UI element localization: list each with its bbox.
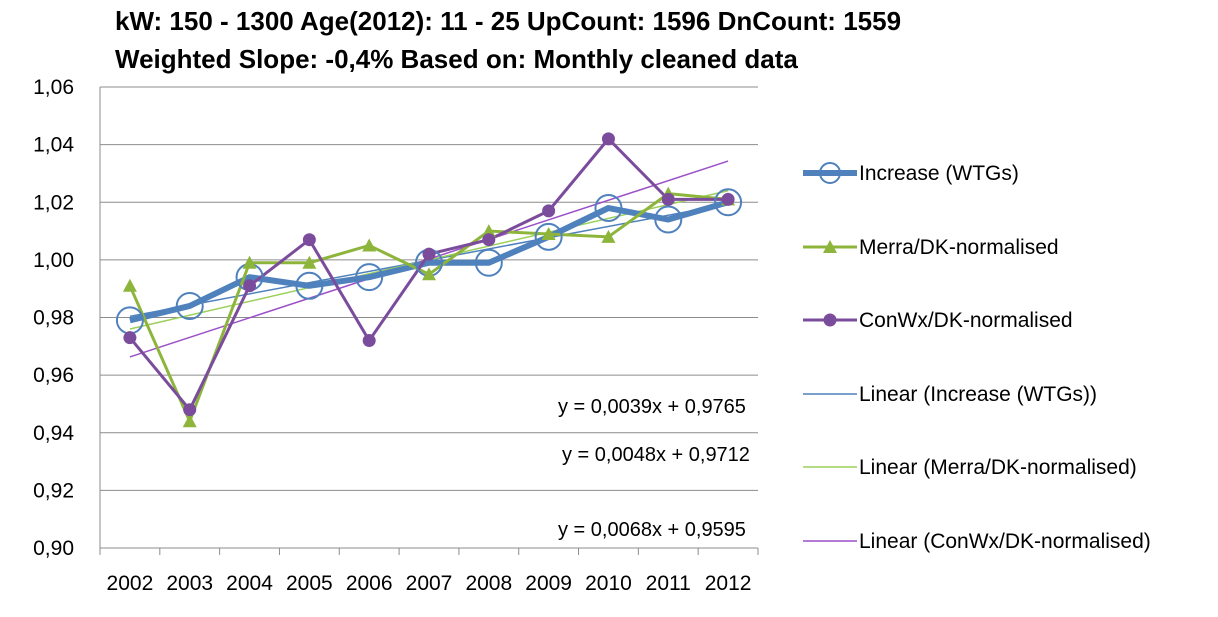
x-tick-label: 2005: [286, 572, 333, 595]
series-line: [129, 199, 729, 324]
data-point: [362, 238, 377, 252]
x-tick-label: 2003: [166, 572, 213, 595]
legend-label: Merra/DK-normalised: [859, 236, 1059, 259]
y-tick-label: 0,98: [33, 307, 74, 330]
y-tick-label: 0,92: [33, 479, 74, 502]
x-tick-label: 2004: [226, 572, 273, 595]
data-point: [362, 334, 376, 348]
x-tick-label: 2007: [406, 572, 453, 595]
x-tick-label: 2008: [465, 572, 512, 595]
legend-label: Linear (Merra/DK-normalised): [859, 456, 1137, 479]
data-point: [474, 248, 503, 277]
y-tick-label: 0,94: [33, 422, 74, 445]
legend-swatch-marker: [823, 313, 837, 327]
x-tick-label: 2012: [705, 572, 752, 595]
data-point: [355, 263, 384, 292]
data-point: [481, 224, 496, 238]
legend-label: Increase (WTGs): [859, 162, 1019, 185]
trend-equation: y = 0,0048x + 0,9712: [562, 444, 750, 466]
y-tick-label: 0,90: [33, 537, 74, 560]
series-line: [128, 192, 729, 423]
chart-title: kW: 150 - 1300 Age(2012): 11 - 25 UpCoun…: [115, 6, 902, 36]
chart-subtitle: Weighted Slope: -0,4% Based on: Monthly …: [115, 44, 798, 74]
data-point: [541, 226, 556, 240]
data-point: [601, 229, 616, 243]
y-tick-label: 1,02: [33, 191, 74, 214]
x-tick-label: 2011: [646, 572, 691, 595]
data-point: [295, 271, 324, 300]
x-tick-label: 2006: [346, 572, 393, 595]
data-point: [175, 291, 204, 320]
data-point: [422, 267, 436, 281]
trend-equations: y = 0,0039x + 0,9765 y = 0,0048x + 0,9712…: [558, 396, 750, 541]
data-point: [542, 204, 556, 218]
data-point: [594, 194, 623, 223]
data-point: [122, 278, 137, 292]
data-point: [183, 403, 197, 417]
x-tick-label: 2009: [525, 572, 572, 595]
y-tick-label: 1,00: [33, 249, 74, 272]
data-point: [123, 331, 137, 345]
trend-equation: y = 0,0068x + 0,9595: [558, 519, 746, 541]
data-point: [302, 255, 317, 269]
legend-label: Linear (ConWx/DK-normalised): [859, 530, 1151, 553]
data-point: [601, 132, 615, 146]
data-point: [661, 192, 675, 206]
data-point: [721, 192, 735, 206]
data-point: [182, 414, 197, 428]
data-point: [242, 255, 257, 269]
data-point: [302, 233, 316, 247]
data-point: [482, 233, 496, 247]
data-point: [654, 205, 683, 234]
x-tick-label: 2010: [585, 572, 632, 595]
data-point: [243, 279, 257, 293]
data-point: [422, 247, 436, 261]
legend-label: ConWx/DK-normalised: [859, 309, 1073, 332]
y-tick-label: 1,04: [33, 134, 74, 157]
x-tick-label: 2002: [107, 572, 154, 595]
trend-equation: y = 0,0039x + 0,9765: [558, 396, 746, 418]
legend-label: Linear (Increase (WTGs)): [859, 383, 1097, 406]
data-point: [534, 222, 563, 251]
legend-swatch-marker: [823, 240, 837, 253]
legend: Increase (WTGs) Merra/DK-normalised ConWx/…: [803, 162, 1151, 553]
series-lines: [115, 132, 743, 428]
y-tick-label: 0,96: [33, 364, 74, 387]
y-tick-label: 1,06: [33, 76, 74, 99]
gridlines: [100, 86, 758, 491]
axes: 0,90 0,92 0,94 0,96 0,98 1,00 1,02 1,04 1,06 2002…: [33, 76, 759, 595]
data-point: [714, 188, 743, 217]
